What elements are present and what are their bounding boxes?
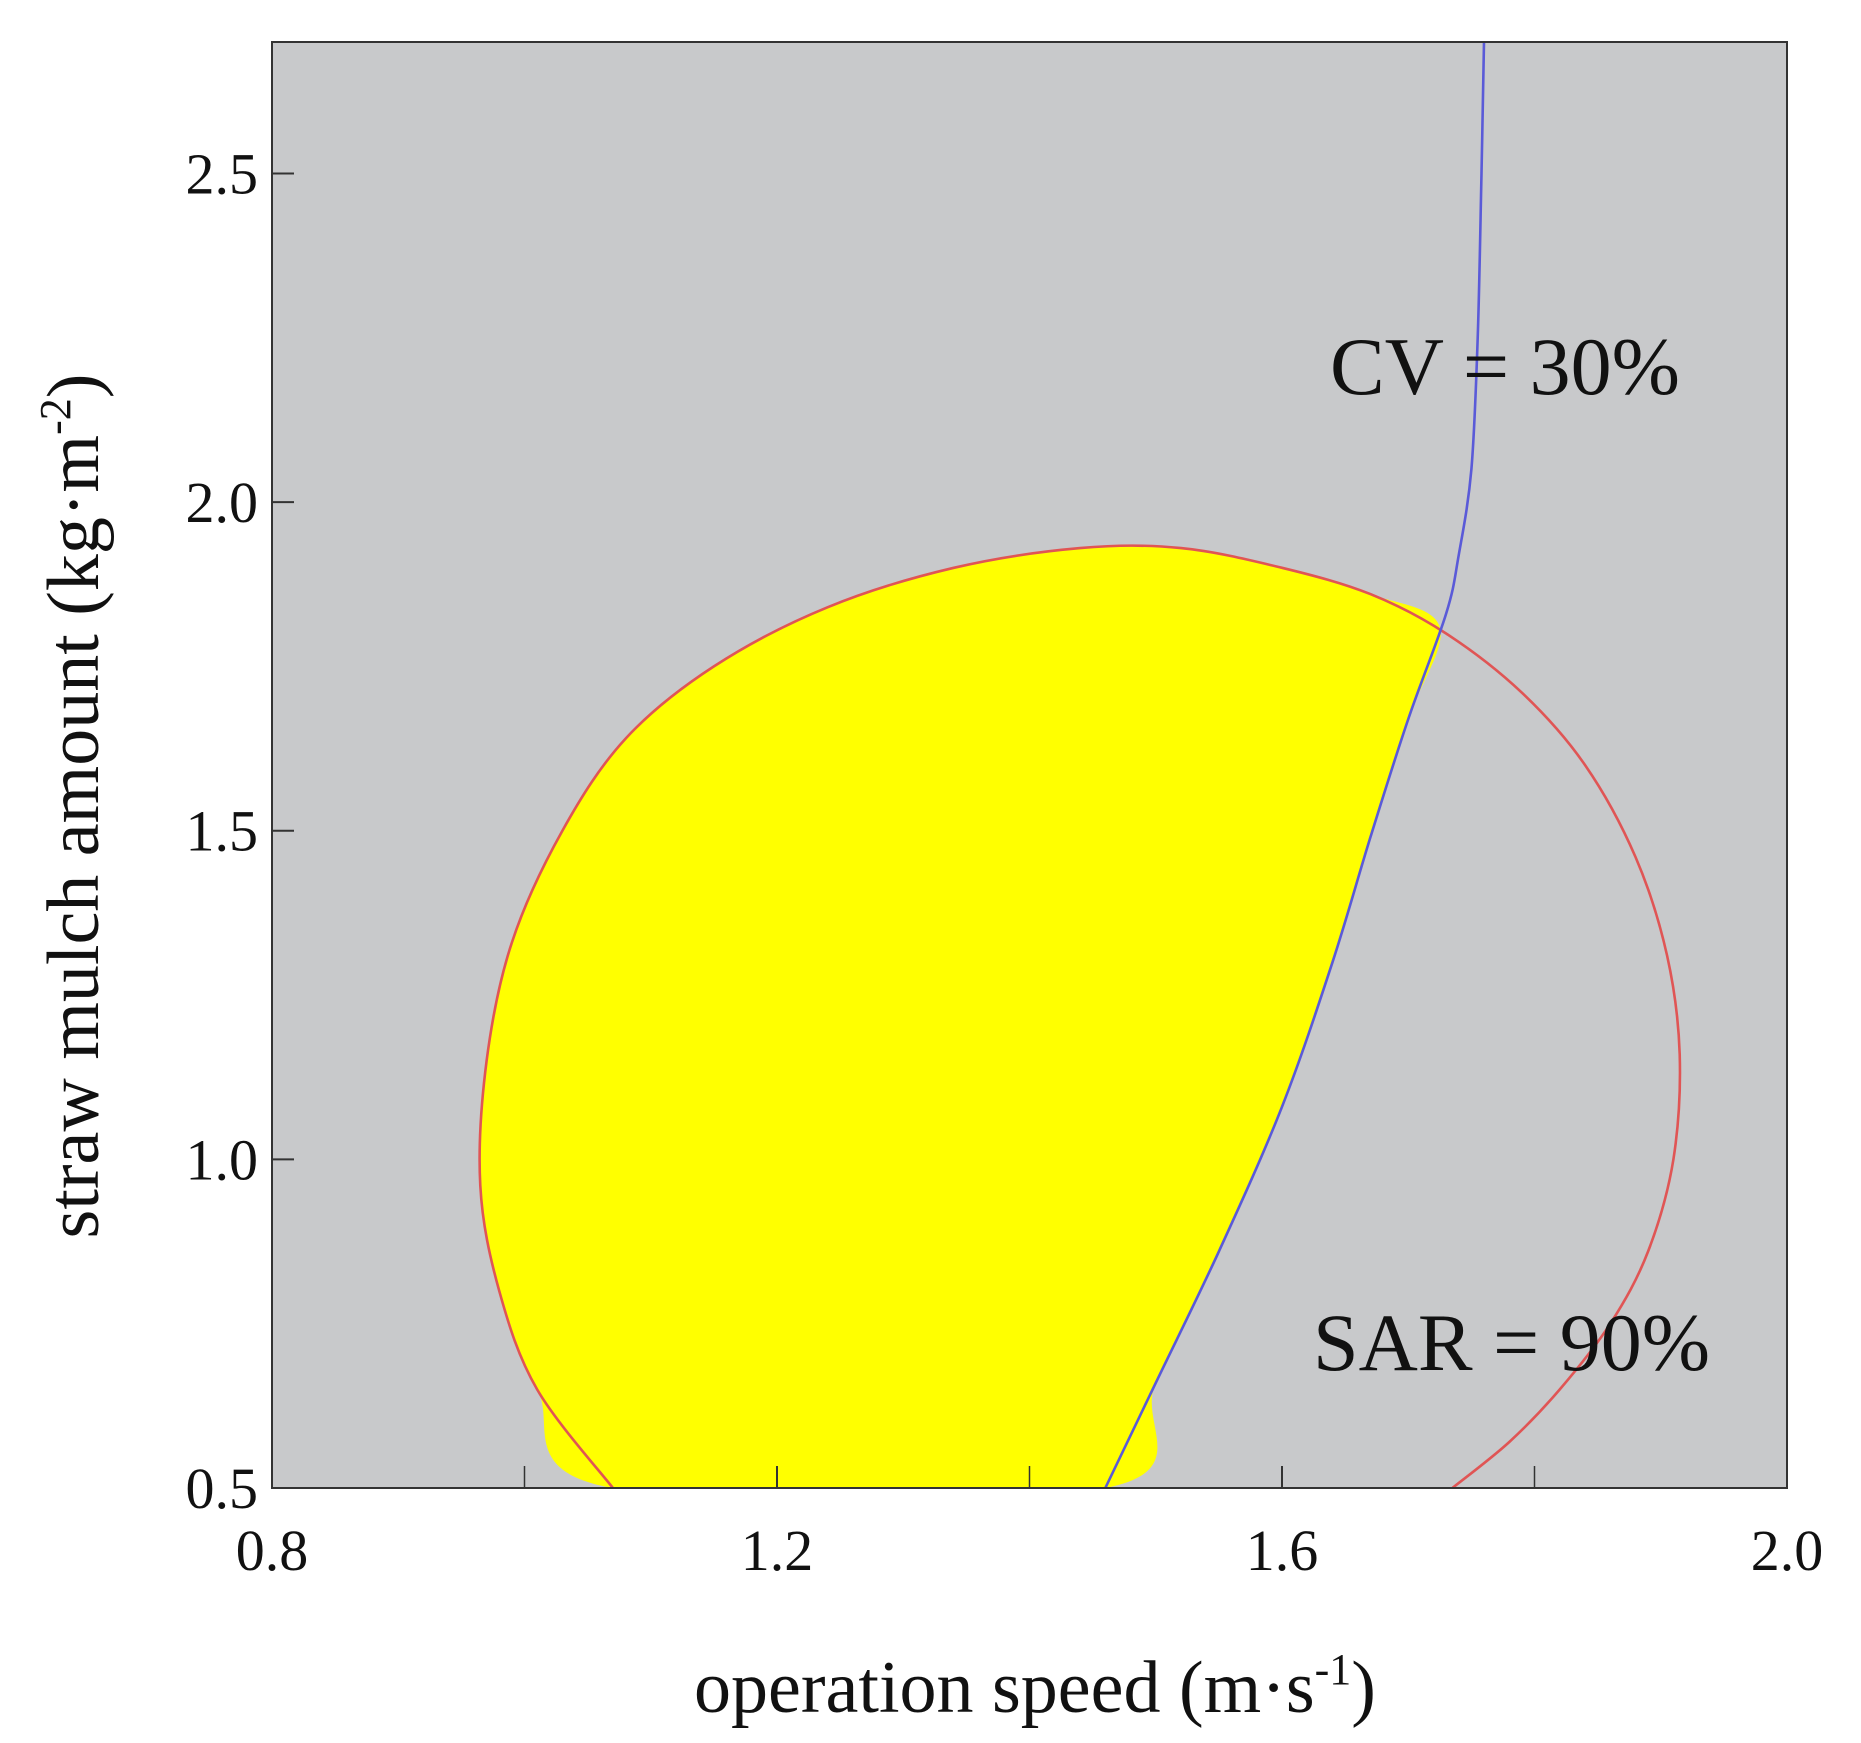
feasible-region — [479, 545, 1441, 1488]
sar-curve-label: SAR = 90% — [1313, 1297, 1710, 1388]
x-tick-label: 1.6 — [1246, 1518, 1319, 1583]
cv-curve-label: CV = 30% — [1330, 321, 1680, 412]
x-tick-label: 1.2 — [741, 1518, 814, 1583]
y-tick-label: 0.5 — [186, 1456, 259, 1521]
sar-90-curve — [478, 544, 1682, 1488]
y-tick-label: 2.0 — [186, 470, 259, 535]
axes: 0.8 1.2 1.6 2.0 0.5 1.0 1.5 2.0 2.5 — [186, 41, 1824, 1583]
x-tick-label: 2.0 — [1751, 1518, 1824, 1583]
y-axis-label: straw mulch amount (kg·m-2) — [31, 374, 115, 1239]
plot-area — [272, 42, 1787, 1488]
x-tick-label: 0.8 — [236, 1518, 309, 1583]
plot-contents — [478, 42, 1682, 1488]
x-axis-label: operation speed (m·s-1) — [694, 1645, 1376, 1729]
y-tick-label: 1.0 — [186, 1127, 259, 1192]
cv-30-curve — [1104, 42, 1486, 1488]
y-tick-label: 2.5 — [186, 141, 259, 206]
y-tick-label: 1.5 — [186, 799, 259, 864]
